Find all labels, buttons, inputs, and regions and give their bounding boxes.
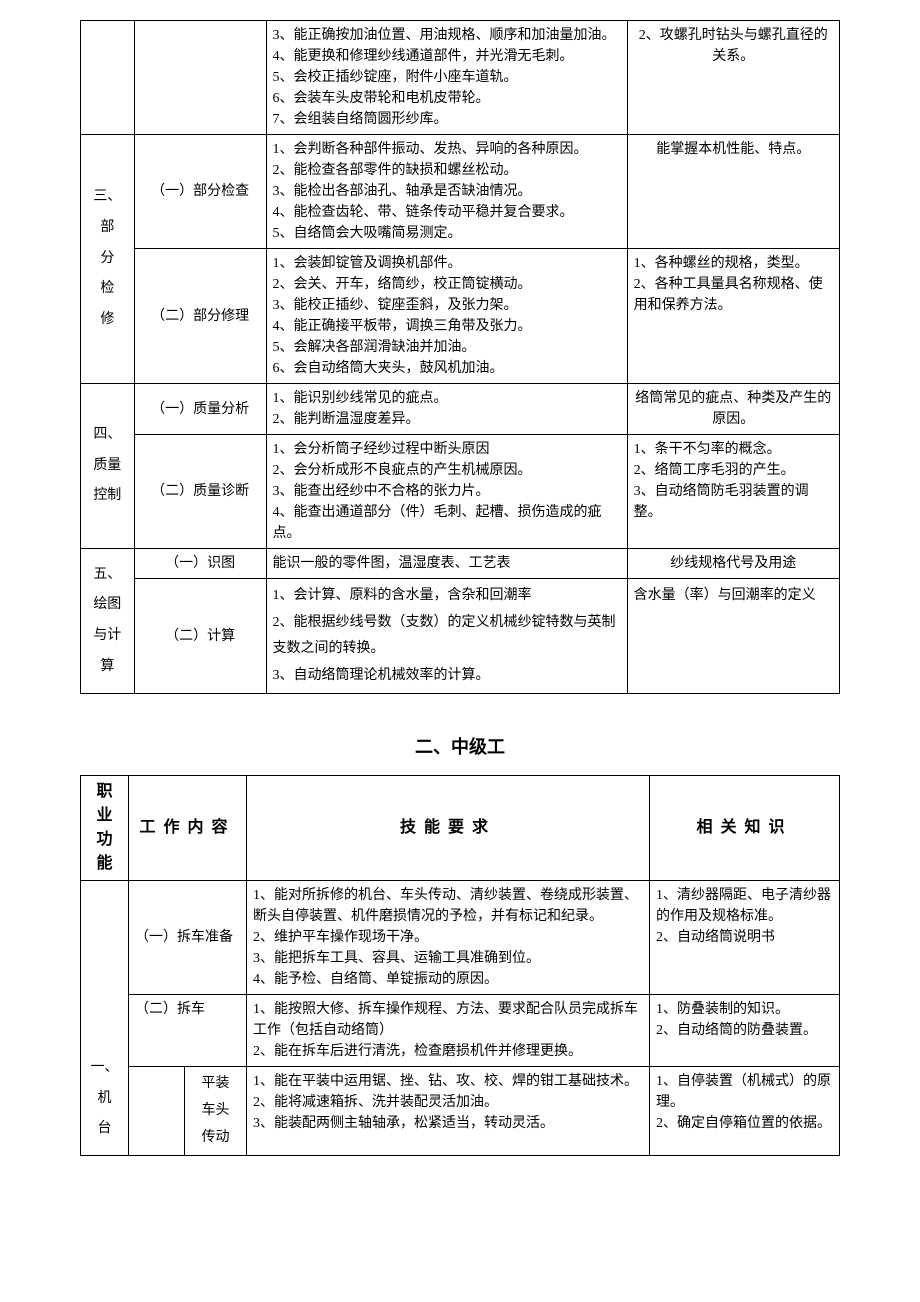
skill-cell: 1、能对所拆修的机台、车头传动、清纱装置、卷绕成形装置、断头自停装置、机件磨损情… xyxy=(247,881,650,995)
content-cell xyxy=(134,21,266,135)
skill-cell: 1、会判断各种部件振动、发热、异响的各种原因。 2、能检查各部零件的缺损和螺丝松… xyxy=(266,135,627,249)
table-row: 五、 绘图 与计 算 （一）识图 能识一般的零件图，温湿度表、工艺表 纱线规格代… xyxy=(81,549,840,579)
table-row: 平装 车头 传动 1、能在平装中运用锯、挫、钻、攻、校、焊的钳工基础技术。 2、… xyxy=(81,1067,840,1156)
knowledge-cell: 1、条干不匀率的概念。 2、络筒工序毛羽的产生。 3、自动络筒防毛羽装置的调整。 xyxy=(627,435,839,549)
skill-cell: 1、能识别纱线常见的疵点。 2、能判断温湿度差异。 xyxy=(266,384,627,435)
skill-cell: 1、会计算、原料的含水量，含杂和回潮率 2、能根据纱线号数（支数）的定义机械纱锭… xyxy=(266,579,627,694)
skill-cell: 3、能正确按加油位置、用油规格、顺序和加油量加油。 4、能更换和修理纱线通道部件… xyxy=(266,21,627,135)
knowledge-cell: 纱线规格代号及用途 xyxy=(627,549,839,579)
table-row: 四、 质量 控制 （一）质量分析 1、能识别纱线常见的疵点。 2、能判断温湿度差… xyxy=(81,384,840,435)
table-row: （二）计算 1、会计算、原料的含水量，含杂和回潮率 2、能根据纱线号数（支数）的… xyxy=(81,579,840,694)
skill-cell: 1、会分析筒子经纱过程中断头原因 2、会分析成形不良疵点的产生机械原因。 3、能… xyxy=(266,435,627,549)
knowledge-cell: 1、清纱器隔距、电子清纱器的作用及规格标准。 2、自动络筒说明书 xyxy=(650,881,840,995)
knowledge-cell: 能掌握本机性能、特点。 xyxy=(627,135,839,249)
table-row: （二）部分修理 1、会装卸锭管及调换机部件。 2、会关、开车，络筒纱，校正筒锭横… xyxy=(81,249,840,384)
func-cell-3: 三、 部 分 检 修 xyxy=(81,135,135,384)
knowledge-cell: 2、攻螺孔时钻头与螺孔直径的关系。 xyxy=(627,21,839,135)
func-cell-4: 四、 质量 控制 xyxy=(81,384,135,549)
skill-cell: 1、能在平装中运用锯、挫、钻、攻、校、焊的钳工基础技术。 2、能将减速箱拆、洗并… xyxy=(247,1067,650,1156)
section-2-title: 二、中级工 xyxy=(80,734,840,761)
content-cell: （二）质量诊断 xyxy=(134,435,266,549)
content-cell: （二）计算 xyxy=(134,579,266,694)
table-header-row: 职 业 功 能 工作内容 技能要求 相关知识 xyxy=(81,776,840,881)
func-cell-5: 五、 绘图 与计 算 xyxy=(81,549,135,694)
table-row: （二）拆车 1、能按照大修、拆车操作规程、方法、要求配合队员完成拆车工作（包括自… xyxy=(81,995,840,1067)
header-content: 工作内容 xyxy=(129,776,247,881)
skill-cell: 1、能按照大修、拆车操作规程、方法、要求配合队员完成拆车工作（包括自动络筒） 2… xyxy=(247,995,650,1067)
knowledge-cell: 1、各种螺丝的规格，类型。 2、各种工具量具名称规格、使用和保养方法。 xyxy=(627,249,839,384)
skill-cell: 1、会装卸锭管及调换机部件。 2、会关、开车，络筒纱，校正筒锭横动。 3、能校正… xyxy=(266,249,627,384)
table-row: 一、 机 台 （一）拆车准备 1、能对所拆修的机台、车头传动、清纱装置、卷绕成形… xyxy=(81,881,840,995)
func-cell xyxy=(81,21,135,135)
table-row: （二）质量诊断 1、会分析筒子经纱过程中断头原因 2、会分析成形不良疵点的产生机… xyxy=(81,435,840,549)
content-cell: （一）部分检查 xyxy=(134,135,266,249)
content-cell: （二）拆车 xyxy=(129,995,247,1067)
header-func: 职 业 功 能 xyxy=(81,776,129,881)
content-cell: （二）部分修理 xyxy=(134,249,266,384)
knowledge-cell: 络筒常见的疵点、种类及产生的原因。 xyxy=(627,384,839,435)
content-cell-b: 平装 车头 传动 xyxy=(185,1067,247,1156)
knowledge-cell: 1、防叠装制的知识。 2、自动络筒的防叠装置。 xyxy=(650,995,840,1067)
table-row: 三、 部 分 检 修 （一）部分检查 1、会判断各种部件振动、发热、异响的各种原… xyxy=(81,135,840,249)
skill-cell: 能识一般的零件图，温湿度表、工艺表 xyxy=(266,549,627,579)
func-cell-1: 一、 机 台 xyxy=(81,881,129,1156)
header-skill: 技能要求 xyxy=(247,776,650,881)
header-knowledge: 相关知识 xyxy=(650,776,840,881)
content-cell: （一）质量分析 xyxy=(134,384,266,435)
skills-table-2: 职 业 功 能 工作内容 技能要求 相关知识 一、 机 台 （一）拆车准备 1、… xyxy=(80,775,840,1156)
knowledge-cell: 1、自停装置（机械式）的原理。 2、确定自停箱位置的依据。 xyxy=(650,1067,840,1156)
content-cell-a xyxy=(129,1067,185,1156)
knowledge-cell: 含水量（率）与回潮率的定义 xyxy=(627,579,839,694)
content-cell: （一）识图 xyxy=(134,549,266,579)
content-cell: （一）拆车准备 xyxy=(129,881,247,995)
table-row: 3、能正确按加油位置、用油规格、顺序和加油量加油。 4、能更换和修理纱线通道部件… xyxy=(81,21,840,135)
skills-table-1: 3、能正确按加油位置、用油规格、顺序和加油量加油。 4、能更换和修理纱线通道部件… xyxy=(80,20,840,694)
